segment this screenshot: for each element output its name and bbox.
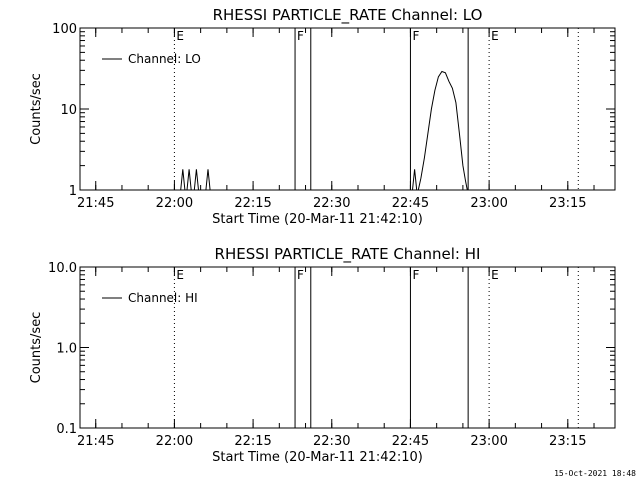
x-tick-label: 22:00 (156, 196, 193, 211)
x-tick-label: 23:00 (470, 434, 507, 449)
y-tick-label: 0.1 (56, 422, 77, 437)
legend-label: Channel: LO (128, 52, 201, 66)
series-line (180, 169, 186, 191)
chart-title: RHESSI PARTICLE_RATE Channel: LO (213, 6, 483, 25)
y-axis-label: Counts/sec (29, 73, 44, 145)
x-tick-label: 23:15 (549, 434, 586, 449)
x-axis-label: Start Time (20-Mar-11 21:42:10) (212, 212, 423, 227)
y-tick-label: 1 (69, 184, 77, 199)
series-line (186, 169, 192, 191)
event-marker-label: E (176, 268, 184, 282)
legend-label: Channel: HI (128, 291, 198, 305)
event-marker-label: F (412, 268, 419, 282)
y-axis-label: Counts/sec (29, 312, 44, 384)
series-line (205, 169, 211, 191)
x-tick-label: 22:30 (313, 196, 350, 211)
x-tick-label: 22:15 (234, 434, 271, 449)
y-tick-label: 10.0 (48, 261, 77, 276)
x-tick-label: 23:15 (549, 196, 586, 211)
chart-panel-1: RHESSI PARTICLE_RATE Channel: LO 1 10 100 21… (29, 6, 616, 227)
y-tick-label: 10 (60, 103, 77, 118)
x-tick-label: 21:45 (77, 196, 114, 211)
y-tick-label: 100 (52, 22, 77, 37)
event-marker-label: E (176, 29, 184, 43)
x-tick-label: 22:15 (234, 196, 271, 211)
event-marker-label: F (412, 29, 419, 43)
series-line (412, 169, 418, 191)
x-tick-label: 22:45 (392, 434, 429, 449)
chart-panel-2: RHESSI PARTICLE_RATE Channel: HI 0.1 1.0 10… (29, 245, 616, 465)
series-line (417, 70, 468, 191)
y-tick-label: 1.0 (56, 342, 77, 357)
chart-title: RHESSI PARTICLE_RATE Channel: HI (215, 245, 481, 264)
x-tick-label: 22:00 (156, 434, 193, 449)
event-marker-label: F (297, 29, 304, 43)
x-tick-label: 22:30 (313, 434, 350, 449)
x-tick-label: 21:45 (77, 434, 114, 449)
x-tick-label: 23:00 (470, 196, 507, 211)
x-tick-label: 22:45 (392, 196, 429, 211)
series-line (193, 169, 199, 191)
x-axis-label: Start Time (20-Mar-11 21:42:10) (212, 450, 423, 465)
event-marker-label: F (297, 268, 304, 282)
event-marker-label: E (491, 29, 499, 43)
event-marker-label: E (491, 268, 499, 282)
generation-timestamp: 15-Oct-2021 18:48 (554, 469, 636, 478)
